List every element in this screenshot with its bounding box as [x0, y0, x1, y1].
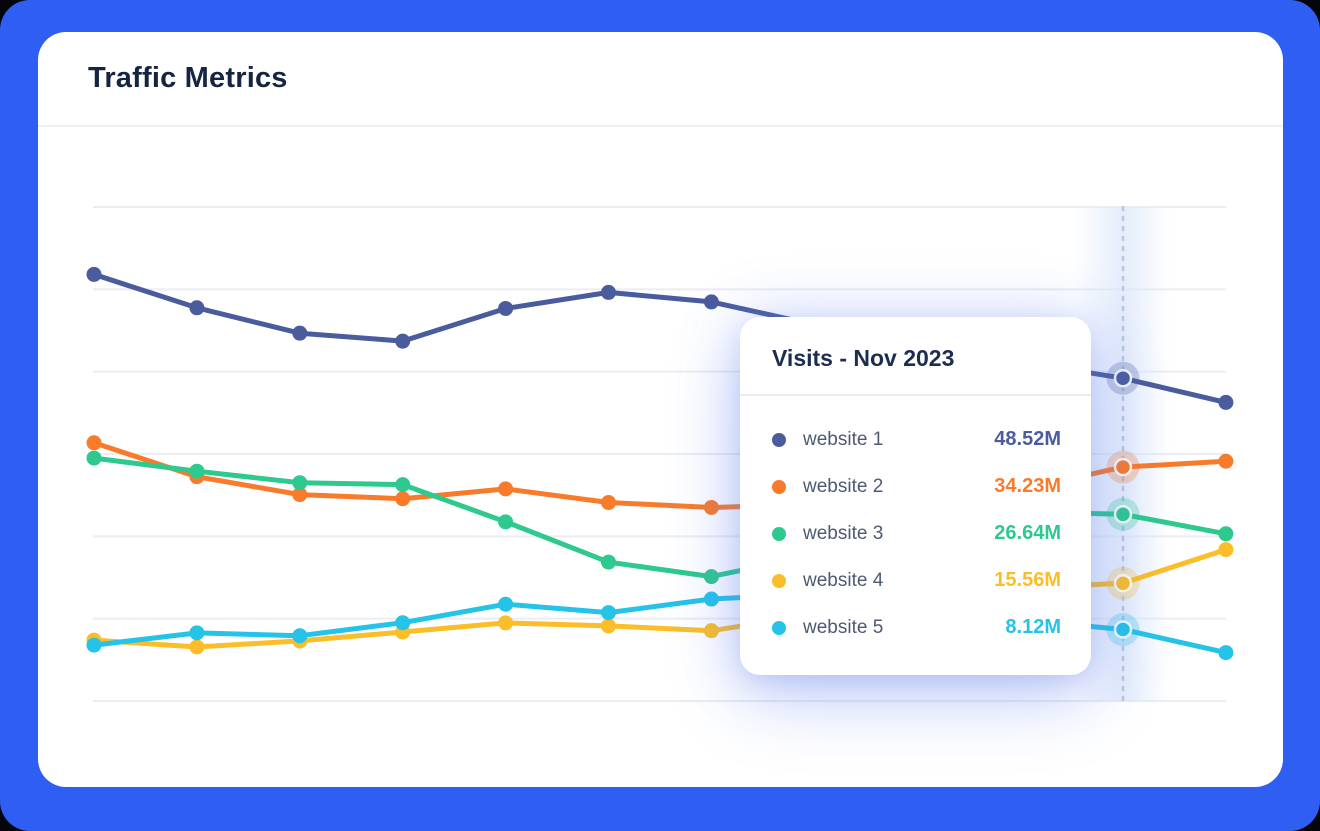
series-line-website-3: [91, 455, 1229, 580]
series-line-website-1: [91, 271, 1229, 405]
data-point-website-2[interactable]: [1113, 457, 1133, 477]
data-point-website-5[interactable]: [1012, 612, 1028, 628]
data-point-website-2[interactable]: [909, 490, 925, 506]
data-point-website-2[interactable]: [601, 495, 616, 511]
data-point-website-1[interactable]: [292, 325, 308, 341]
data-point-website-2[interactable]: [395, 491, 411, 507]
data-point-website-1[interactable]: [601, 284, 616, 300]
data-point-website-4[interactable]: [703, 623, 719, 639]
card-header: Traffic Metrics: [38, 32, 1283, 127]
data-point-website-2[interactable]: [86, 435, 102, 451]
data-point-website-3[interactable]: [189, 463, 205, 479]
data-point-website-3[interactable]: [86, 450, 102, 466]
data-point-website-1[interactable]: [806, 317, 822, 333]
data-point-website-3[interactable]: [601, 554, 616, 570]
data-point-website-4[interactable]: [498, 615, 514, 631]
data-point-website-5[interactable]: [909, 592, 925, 608]
data-point-website-3[interactable]: [909, 522, 925, 538]
data-point-website-1[interactable]: [498, 300, 514, 316]
data-point-website-2[interactable]: [703, 499, 719, 515]
series-line-website-2: [91, 440, 1229, 510]
data-point-website-3[interactable]: [292, 475, 308, 491]
data-point-website-3[interactable]: [1113, 505, 1133, 524]
data-point-website-4[interactable]: [189, 639, 205, 655]
page-title: Traffic Metrics: [88, 62, 288, 94]
data-point-website-3[interactable]: [395, 477, 411, 493]
data-point-website-3[interactable]: [1012, 504, 1028, 520]
data-point-website-2[interactable]: [292, 487, 308, 503]
data-point-website-4[interactable]: [1113, 573, 1133, 593]
data-point-website-3[interactable]: [1218, 526, 1234, 542]
data-point-website-5[interactable]: [292, 628, 308, 644]
data-point-website-5[interactable]: [498, 596, 514, 612]
data-point-website-4[interactable]: [601, 618, 616, 634]
data-point-website-5[interactable]: [703, 591, 719, 607]
traffic-chart[interactable]: [38, 32, 1283, 787]
data-point-website-5[interactable]: [1218, 645, 1234, 661]
data-point-website-5[interactable]: [395, 615, 411, 631]
data-point-website-1[interactable]: [86, 266, 102, 282]
data-point-website-1[interactable]: [703, 294, 719, 310]
data-point-website-5[interactable]: [806, 586, 822, 602]
data-point-website-1[interactable]: [189, 300, 205, 316]
data-point-website-4[interactable]: [1012, 580, 1028, 596]
data-point-website-1[interactable]: [1012, 354, 1028, 370]
data-point-website-3[interactable]: [806, 547, 822, 563]
data-point-website-5[interactable]: [601, 605, 616, 621]
data-point-website-5[interactable]: [189, 625, 205, 641]
traffic-metrics-card: Traffic Metrics Visits - Nov 2023 websit…: [38, 32, 1283, 787]
data-point-website-3[interactable]: [703, 569, 719, 585]
data-point-website-2[interactable]: [1218, 453, 1234, 469]
data-point-website-1[interactable]: [1218, 394, 1234, 410]
data-point-website-2[interactable]: [498, 481, 514, 497]
data-point-website-1[interactable]: [395, 333, 411, 349]
data-point-website-1[interactable]: [909, 336, 925, 352]
data-point-website-5[interactable]: [86, 637, 102, 653]
data-point-website-2[interactable]: [1012, 482, 1028, 498]
data-point-website-5[interactable]: [1113, 620, 1133, 639]
data-point-website-4[interactable]: [1218, 542, 1234, 558]
data-point-website-3[interactable]: [498, 514, 514, 530]
data-point-website-1[interactable]: [1113, 368, 1133, 388]
data-point-website-4[interactable]: [806, 607, 822, 623]
data-point-website-2[interactable]: [806, 497, 822, 513]
